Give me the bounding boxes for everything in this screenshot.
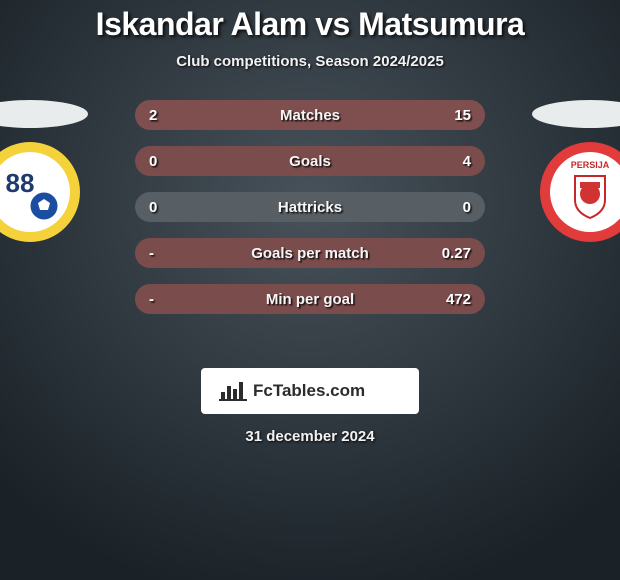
- stat-left-value: -: [149, 291, 189, 308]
- stat-right-value: 15: [431, 107, 471, 124]
- svg-text:FcTables.com: FcTables.com: [253, 381, 365, 400]
- stat-row-goals: 0 Goals 4: [135, 146, 485, 176]
- club-left-crest: 88: [0, 142, 80, 242]
- player-right-silhouette: [532, 100, 620, 128]
- stat-right-value: 472: [431, 291, 471, 308]
- subtitle: Club competitions, Season 2024/2025: [0, 53, 620, 70]
- brand-box: FcTables.com: [201, 368, 419, 414]
- stat-left-value: 2: [149, 107, 189, 124]
- stat-right-value: 0.27: [431, 245, 471, 262]
- stat-row-min-per-goal: - Min per goal 472: [135, 284, 485, 314]
- comparison-title: Iskandar Alam vs Matsumura: [0, 6, 620, 43]
- svg-text:88: 88: [6, 168, 35, 198]
- club-right-crest: PERSIJA: [540, 142, 620, 242]
- svg-text:PERSIJA: PERSIJA: [571, 160, 610, 170]
- stat-right-value: 4: [431, 153, 471, 170]
- date: 31 december 2024: [0, 428, 620, 445]
- stat-left-value: 0: [149, 199, 189, 216]
- stat-left-value: 0: [149, 153, 189, 170]
- player-right-badge: PERSIJA: [532, 100, 620, 242]
- stat-row-matches: 2 Matches 15: [135, 100, 485, 130]
- stat-rows: 2 Matches 15 0 Goals 4 0 Hattricks 0 - G…: [135, 100, 485, 330]
- stat-row-goals-per-match: - Goals per match 0.27: [135, 238, 485, 268]
- infographic-container: Iskandar Alam vs Matsumura Club competit…: [0, 0, 620, 580]
- player-left-silhouette: [0, 100, 88, 128]
- stats-area: 88 PERSIJA: [0, 100, 620, 360]
- stat-left-value: -: [149, 245, 189, 262]
- player-left-badge: 88: [0, 100, 88, 242]
- stat-row-hattricks: 0 Hattricks 0: [135, 192, 485, 222]
- brand-logo: FcTables.com: [215, 376, 405, 406]
- stat-right-value: 0: [431, 199, 471, 216]
